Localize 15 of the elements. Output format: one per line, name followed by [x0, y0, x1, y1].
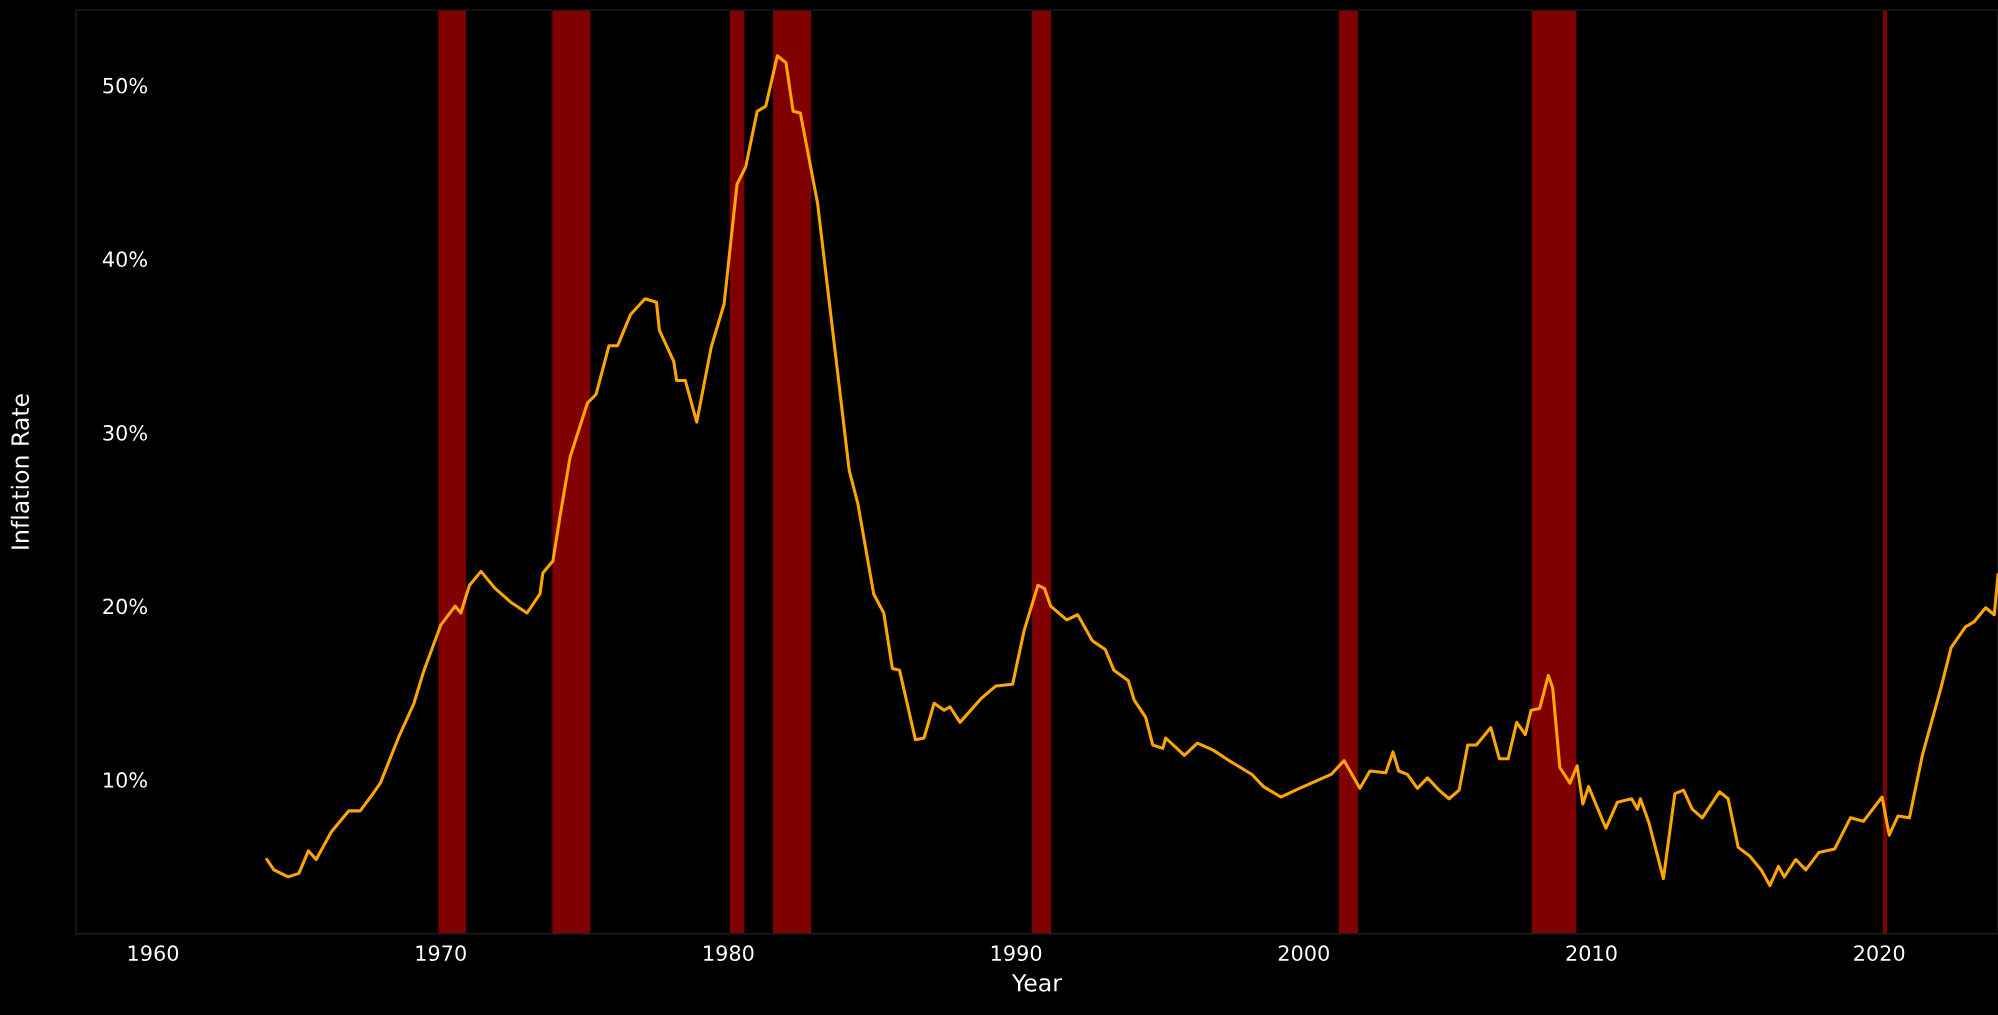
x-tick-label: 1990 [991, 945, 1042, 962]
x-tick-label: 1960 [128, 945, 179, 962]
line-series [265, 54, 1998, 888]
x-axis-title: Year [1011, 974, 1062, 992]
x-tick-label: 2010 [1566, 945, 1617, 962]
x-tick-label: 2020 [1854, 945, 1905, 962]
y-tick-label: 40% [102, 251, 147, 268]
x-tick-label: 1970 [416, 945, 466, 962]
y-axis-title: Inflation Rate [10, 394, 30, 549]
y-tick-label: 50% [103, 77, 147, 94]
x-tick-label: 2000 [1278, 945, 1329, 962]
x-tick-label: 1980 [704, 945, 754, 962]
y-tick-label: 20% [103, 598, 147, 615]
y-tick-label: 10% [104, 772, 147, 788]
y-tick-label: 30% [103, 424, 147, 441]
